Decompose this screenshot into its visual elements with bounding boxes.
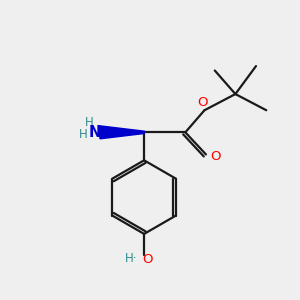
Text: O: O [198, 95, 208, 109]
Text: H·: H· [124, 252, 137, 266]
Text: N: N [88, 125, 101, 140]
Text: O: O [210, 150, 220, 163]
Polygon shape [100, 126, 144, 139]
Text: H: H [85, 116, 94, 129]
Text: O: O [142, 253, 152, 266]
Text: H: H [80, 128, 88, 141]
